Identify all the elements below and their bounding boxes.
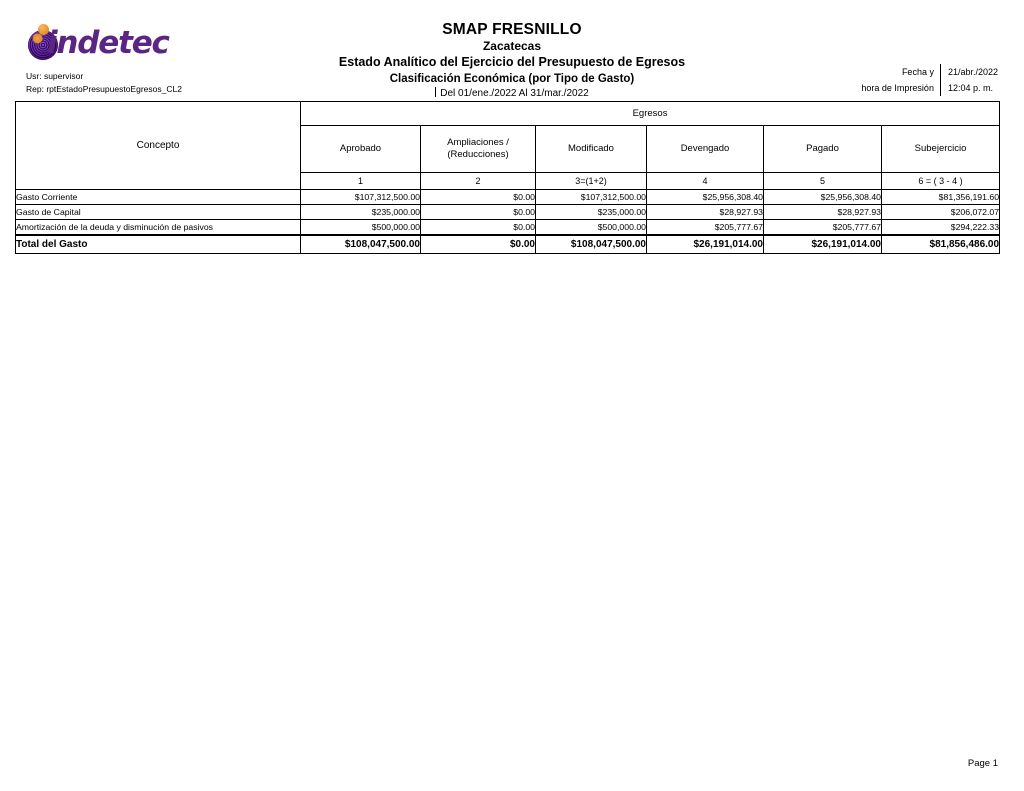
cell-ampliaciones: $0.00 <box>420 204 536 220</box>
column-number-pagado: 5 <box>763 172 882 190</box>
cell-concepto: Gasto de Capital <box>15 204 301 220</box>
column-header-modificado: Modificado <box>535 125 647 173</box>
cell-aprobado: $107,312,500.00 <box>300 189 421 205</box>
logo-sphere-icon <box>28 30 58 60</box>
cell-total-subejercicio: $81,856,486.00 <box>880 234 1001 254</box>
report-id-line: Rep: rptEstadoPresupuestoEgresos_CL2 <box>26 83 182 94</box>
period-divider <box>435 87 437 97</box>
egresos-table: Concepto Egresos Aprobado Ampliaciones /… <box>15 101 1001 254</box>
column-header-subejercicio-line1: Subejercicio <box>914 143 967 154</box>
logo-wordmark: indetec <box>47 25 170 61</box>
table-total-row: Total del Gasto $108,047,500.00 $0.00 $1… <box>15 234 1001 254</box>
logo-dot-icon <box>38 24 49 35</box>
cell-pagado: $25,956,308.40 <box>763 189 882 205</box>
entity-state: Zacatecas <box>482 39 542 53</box>
table-row: Gasto de Capital $235,000.00 $0.00 $235,… <box>15 204 1001 220</box>
cell-subejercicio: $206,072.07 <box>880 204 1001 220</box>
cell-concepto: Gasto Corriente <box>15 189 301 205</box>
report-title-block: SMAP FRESNILLO Zacatecas Estado Analític… <box>212 20 812 101</box>
report-period: Del 01/ene./2022 Al 31/mar./2022 <box>212 87 812 101</box>
column-number-aprobado: 1 <box>300 172 421 190</box>
column-header-devengado-line1: Devengado <box>680 143 730 154</box>
report-title: Estado Analítico del Ejercicio del Presu… <box>338 55 686 69</box>
cell-modificado: $235,000.00 <box>535 204 647 220</box>
user-line: Usr: supervisor <box>26 71 84 81</box>
column-header-aprobado: Aprobado <box>300 125 421 173</box>
cell-devengado: $28,927.93 <box>646 204 764 220</box>
print-time-label: hora de Impresión <box>861 80 941 96</box>
cell-subejercicio: $294,222.33 <box>880 219 1001 236</box>
cell-total-pagado: $26,191,014.00 <box>763 234 882 254</box>
cell-devengado: $25,956,308.40 <box>646 189 764 205</box>
print-time-value: 12:04 p. m. <box>947 83 993 93</box>
table-row: Amortización de la deuda y disminución d… <box>15 219 1001 236</box>
table-header-label-row: Aprobado Ampliaciones / (Reducciones) Mo… <box>16 125 1001 173</box>
column-header-pagado-line1: Pagado <box>806 143 839 154</box>
report-classification: Clasificación Económica (por Tipo de Gas… <box>389 73 635 85</box>
table-row: Gasto Corriente $107,312,500.00 $0.00 $1… <box>15 189 1001 205</box>
cell-aprobado: $500,000.00 <box>300 219 421 236</box>
brand-logo: indetec <box>24 22 264 64</box>
column-number-modificado: 3=(1+2) <box>535 172 647 190</box>
cell-ampliaciones: $0.00 <box>420 219 536 236</box>
cell-total-devengado: $26,191,014.00 <box>646 234 764 254</box>
cell-concepto: Amortización de la deuda y disminución d… <box>15 219 301 236</box>
column-header-concepto: Concepto <box>15 101 301 190</box>
cell-subejercicio: $81,356,191.60 <box>880 189 1001 205</box>
column-header-devengado: Devengado <box>646 125 764 173</box>
indetec-logo-icon: indetec <box>24 22 224 64</box>
column-header-ampliaciones-line2: (Reducciones) <box>447 149 509 160</box>
cell-total-ampliaciones: $0.00 <box>420 234 536 254</box>
cell-modificado: $107,312,500.00 <box>535 189 647 205</box>
column-number-devengado: 4 <box>646 172 764 190</box>
print-date-label: Fecha y <box>861 64 941 80</box>
cell-devengado: $205,777.67 <box>646 219 764 236</box>
entity-name: SMAP FRESNILLO <box>442 21 582 38</box>
column-header-aprobado-line1: Aprobado <box>339 143 382 154</box>
cell-total-modificado: $108,047,500.00 <box>535 234 647 254</box>
column-group-egresos: Egresos <box>299 101 1001 126</box>
cell-pagado: $28,927.93 <box>763 204 882 220</box>
column-header-modificado-line1: Modificado <box>568 143 614 154</box>
print-info: Fecha y 21/abr./2022 hora de Impresión 1… <box>861 64 998 96</box>
cell-total-aprobado: $108,047,500.00 <box>300 234 421 254</box>
column-number-subejercicio: 6 = ( 3 - 4 ) <box>880 172 1001 190</box>
column-header-pagado: Pagado <box>763 125 882 173</box>
column-number-ampliaciones: 2 <box>420 172 536 190</box>
cell-pagado: $205,777.67 <box>763 219 882 236</box>
print-date-value: 21/abr./2022 <box>947 67 998 77</box>
column-header-ampliaciones: Ampliaciones / (Reducciones) <box>420 125 536 173</box>
cell-total-concepto: Total del Gasto <box>15 234 301 254</box>
page-number: Page 1 <box>967 758 998 769</box>
report-period-text: Del 01/ene./2022 Al 31/mar./2022 <box>440 88 589 99</box>
cell-aprobado: $235,000.00 <box>300 204 421 220</box>
column-header-ampliaciones-line1: Ampliaciones / <box>447 137 509 148</box>
report-meta-left: Usr: supervisor Rep: rptEstadoPresupuest… <box>26 70 182 95</box>
table-header-group-row: Concepto Egresos <box>15 101 1001 190</box>
cell-ampliaciones: $0.00 <box>420 189 536 205</box>
column-header-subejercicio: Subejercicio <box>880 125 1001 173</box>
cell-modificado: $500,000.00 <box>535 219 647 236</box>
